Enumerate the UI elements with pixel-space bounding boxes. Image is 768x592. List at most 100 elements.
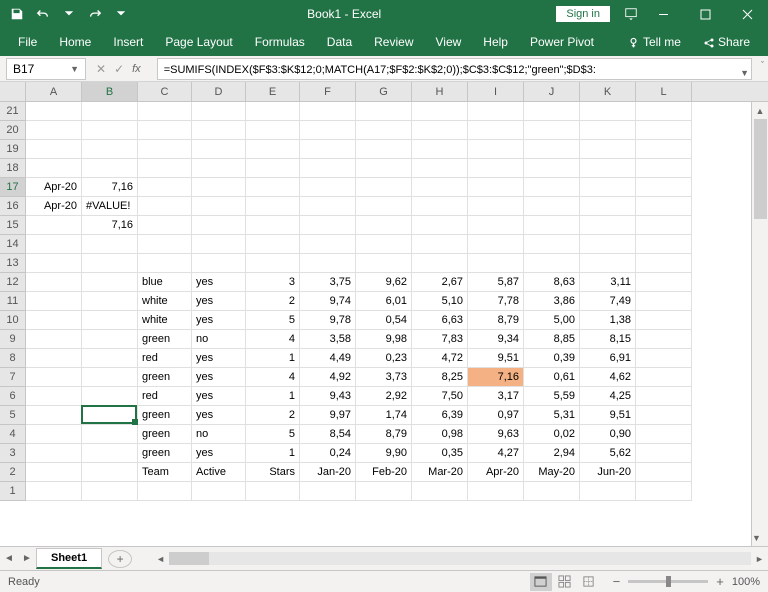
cell[interactable]: 6,91 bbox=[580, 349, 636, 368]
scroll-down-button[interactable]: ▼ bbox=[752, 529, 761, 546]
cell[interactable] bbox=[82, 159, 138, 178]
cell[interactable]: 9,62 bbox=[356, 273, 412, 292]
cell[interactable] bbox=[26, 102, 82, 121]
cell[interactable] bbox=[636, 425, 692, 444]
row-header[interactable]: 5 bbox=[0, 406, 26, 425]
maximize-button[interactable] bbox=[684, 0, 726, 28]
cell[interactable] bbox=[524, 216, 580, 235]
close-button[interactable] bbox=[726, 0, 768, 28]
fx-button[interactable]: fx bbox=[132, 63, 141, 75]
cell[interactable] bbox=[636, 216, 692, 235]
cell[interactable]: 0,39 bbox=[524, 349, 580, 368]
cell[interactable]: 9,63 bbox=[468, 425, 524, 444]
cell[interactable] bbox=[26, 444, 82, 463]
col-header[interactable]: F bbox=[300, 82, 356, 101]
cell[interactable]: Team bbox=[138, 463, 192, 482]
cell[interactable] bbox=[524, 159, 580, 178]
cell[interactable] bbox=[468, 178, 524, 197]
cell[interactable]: white bbox=[138, 292, 192, 311]
cell[interactable] bbox=[636, 254, 692, 273]
cell[interactable]: 0,24 bbox=[300, 444, 356, 463]
cell[interactable]: 9,34 bbox=[468, 330, 524, 349]
cell[interactable] bbox=[300, 159, 356, 178]
cell[interactable]: 7,16 bbox=[82, 178, 138, 197]
row-header[interactable]: 16 bbox=[0, 197, 26, 216]
cell[interactable] bbox=[580, 197, 636, 216]
cell[interactable]: no bbox=[192, 330, 246, 349]
cell[interactable] bbox=[138, 482, 192, 501]
cell[interactable] bbox=[636, 102, 692, 121]
cell[interactable] bbox=[580, 178, 636, 197]
row-header[interactable]: 1 bbox=[0, 482, 26, 501]
row-header[interactable]: 11 bbox=[0, 292, 26, 311]
cell[interactable] bbox=[26, 330, 82, 349]
cell[interactable] bbox=[300, 178, 356, 197]
cell[interactable]: 1,38 bbox=[580, 311, 636, 330]
cell[interactable]: Stars bbox=[246, 463, 300, 482]
cell[interactable]: 9,98 bbox=[356, 330, 412, 349]
cell[interactable] bbox=[356, 121, 412, 140]
cell[interactable] bbox=[580, 159, 636, 178]
cell[interactable]: 6,01 bbox=[356, 292, 412, 311]
cell[interactable]: red bbox=[138, 387, 192, 406]
cell[interactable]: Feb-20 bbox=[356, 463, 412, 482]
col-header[interactable]: K bbox=[580, 82, 636, 101]
cell[interactable]: yes bbox=[192, 349, 246, 368]
cell[interactable] bbox=[26, 311, 82, 330]
cell[interactable] bbox=[636, 121, 692, 140]
cell[interactable] bbox=[138, 178, 192, 197]
cell[interactable]: 8,54 bbox=[300, 425, 356, 444]
name-box-dropdown-icon[interactable]: ▼ bbox=[70, 64, 79, 74]
scroll-h-thumb[interactable] bbox=[169, 552, 209, 565]
col-header[interactable]: G bbox=[356, 82, 412, 101]
cell[interactable] bbox=[138, 121, 192, 140]
ribbon-tab-file[interactable]: File bbox=[8, 31, 47, 53]
cell[interactable] bbox=[26, 121, 82, 140]
cell[interactable]: 7,49 bbox=[580, 292, 636, 311]
cell[interactable] bbox=[468, 235, 524, 254]
cell[interactable]: 6,63 bbox=[412, 311, 468, 330]
row-header[interactable]: 6 bbox=[0, 387, 26, 406]
cell[interactable] bbox=[26, 368, 82, 387]
col-header[interactable]: D bbox=[192, 82, 246, 101]
cell[interactable]: 3,17 bbox=[468, 387, 524, 406]
cell[interactable] bbox=[26, 292, 82, 311]
scroll-right-button[interactable]: ► bbox=[751, 554, 768, 564]
cell[interactable] bbox=[636, 197, 692, 216]
cell[interactable]: 0,35 bbox=[412, 444, 468, 463]
cell[interactable]: red bbox=[138, 349, 192, 368]
cell[interactable] bbox=[82, 444, 138, 463]
cell[interactable]: 5,62 bbox=[580, 444, 636, 463]
cell[interactable] bbox=[412, 159, 468, 178]
row-header[interactable]: 4 bbox=[0, 425, 26, 444]
cell[interactable] bbox=[82, 368, 138, 387]
cell[interactable] bbox=[636, 368, 692, 387]
col-header[interactable]: J bbox=[524, 82, 580, 101]
ribbon-tab-formulas[interactable]: Formulas bbox=[245, 31, 315, 53]
cell[interactable]: 9,43 bbox=[300, 387, 356, 406]
col-header[interactable]: A bbox=[26, 82, 82, 101]
cell[interactable]: yes bbox=[192, 406, 246, 425]
save-button[interactable] bbox=[6, 3, 28, 25]
add-sheet-button[interactable]: + bbox=[108, 550, 132, 568]
cell[interactable]: 8,79 bbox=[468, 311, 524, 330]
cell[interactable] bbox=[580, 121, 636, 140]
cell[interactable] bbox=[636, 463, 692, 482]
ribbon-tab-page-layout[interactable]: Page Layout bbox=[155, 31, 242, 53]
cell[interactable] bbox=[356, 140, 412, 159]
cell[interactable] bbox=[138, 254, 192, 273]
row-header[interactable]: 2 bbox=[0, 463, 26, 482]
cell[interactable] bbox=[26, 349, 82, 368]
cell[interactable]: yes bbox=[192, 444, 246, 463]
cell[interactable]: 9,51 bbox=[468, 349, 524, 368]
cell[interactable] bbox=[412, 121, 468, 140]
undo-dropdown[interactable] bbox=[58, 3, 80, 25]
zoom-in-button[interactable]: + bbox=[712, 574, 728, 589]
cell[interactable] bbox=[636, 159, 692, 178]
cell[interactable]: no bbox=[192, 425, 246, 444]
cell[interactable]: green bbox=[138, 444, 192, 463]
cell[interactable]: 5,00 bbox=[524, 311, 580, 330]
cell[interactable] bbox=[300, 254, 356, 273]
formula-expand-icon[interactable]: ▼ bbox=[740, 62, 749, 80]
cell[interactable]: 0,97 bbox=[468, 406, 524, 425]
